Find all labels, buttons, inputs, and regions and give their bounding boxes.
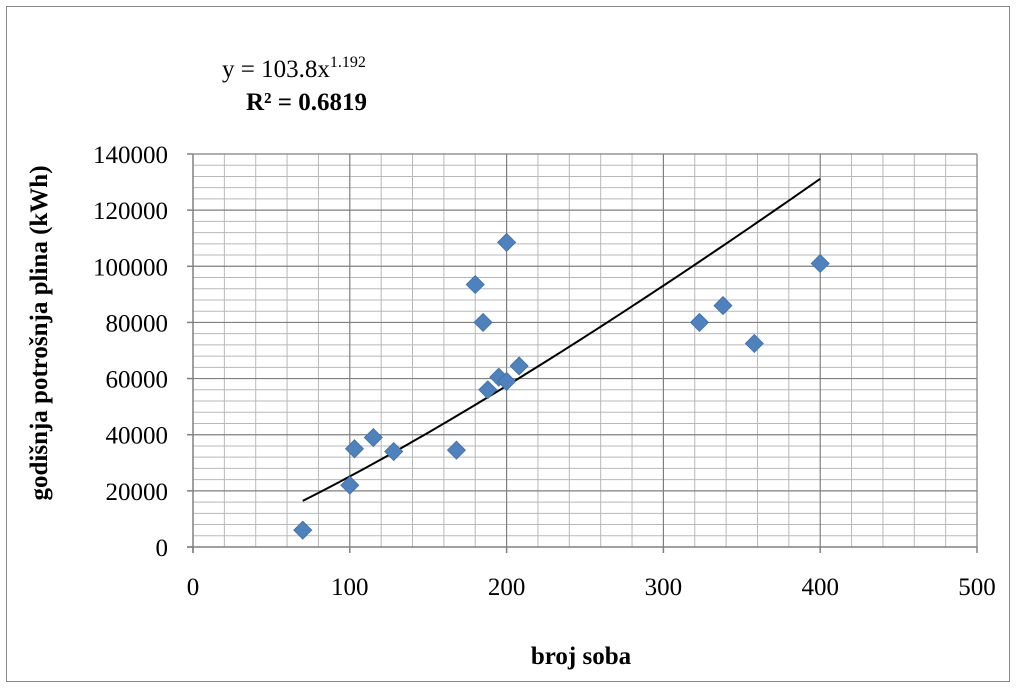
y-tick-label: 0 <box>156 535 169 562</box>
x-tick-label: 0 <box>187 574 200 601</box>
data-point-marker <box>509 356 529 376</box>
y-tick-labels: 0 20000 40000 60000 80000 100000 120000 140000 <box>93 142 168 562</box>
major-gridlines <box>193 153 978 547</box>
equation-exponent: 1.192 <box>330 54 366 71</box>
chart-frame <box>6 6 1010 682</box>
data-point-marker <box>446 440 466 460</box>
data-point-marker <box>497 371 517 391</box>
data-point-marker <box>713 296 733 316</box>
axes <box>187 153 978 553</box>
y-tick-label: 140000 <box>93 142 168 169</box>
data-point-marker <box>689 312 710 332</box>
equation-base: y = 103.8x <box>222 56 330 83</box>
data-point-marker <box>478 380 498 400</box>
y-tick-label: 100000 <box>93 254 168 281</box>
y-tick-label: 80000 <box>106 310 169 337</box>
x-tick-label: 400 <box>801 574 839 601</box>
data-point-marker <box>384 441 404 462</box>
y-tick-label: 20000 <box>106 479 169 506</box>
x-tick-label: 500 <box>958 574 996 601</box>
trendline-group <box>302 177 821 502</box>
trendline-equation: y = 103.8x1.192 <box>222 54 366 83</box>
x-tick-label: 300 <box>645 574 683 601</box>
x-axis-label: broj soba <box>531 643 632 670</box>
data-point-marker <box>473 312 493 332</box>
y-tick-label: 60000 <box>106 367 169 394</box>
minor-gridlines <box>193 154 977 547</box>
data-point-marker <box>465 274 485 295</box>
data-point-marker <box>340 475 360 495</box>
data-point-marker <box>497 232 517 252</box>
data-point-marker <box>344 439 365 459</box>
data-point-marker <box>293 520 313 540</box>
data-points <box>293 232 830 540</box>
r-squared-label: R² = 0.6819 <box>246 89 367 116</box>
x-tick-label: 200 <box>488 574 526 601</box>
power-trendline <box>302 177 821 502</box>
y-tick-label: 40000 <box>106 423 169 450</box>
x-tick-label: 100 <box>331 574 369 601</box>
y-tick-label: 120000 <box>93 198 168 225</box>
data-point-marker <box>363 427 383 448</box>
x-tick-labels: 0 100 200 300 400 500 <box>187 574 996 601</box>
data-point-marker <box>744 333 764 354</box>
y-axis-label: godišnja potrošnja plina (kWh) <box>26 165 53 500</box>
data-point-marker <box>810 253 830 274</box>
